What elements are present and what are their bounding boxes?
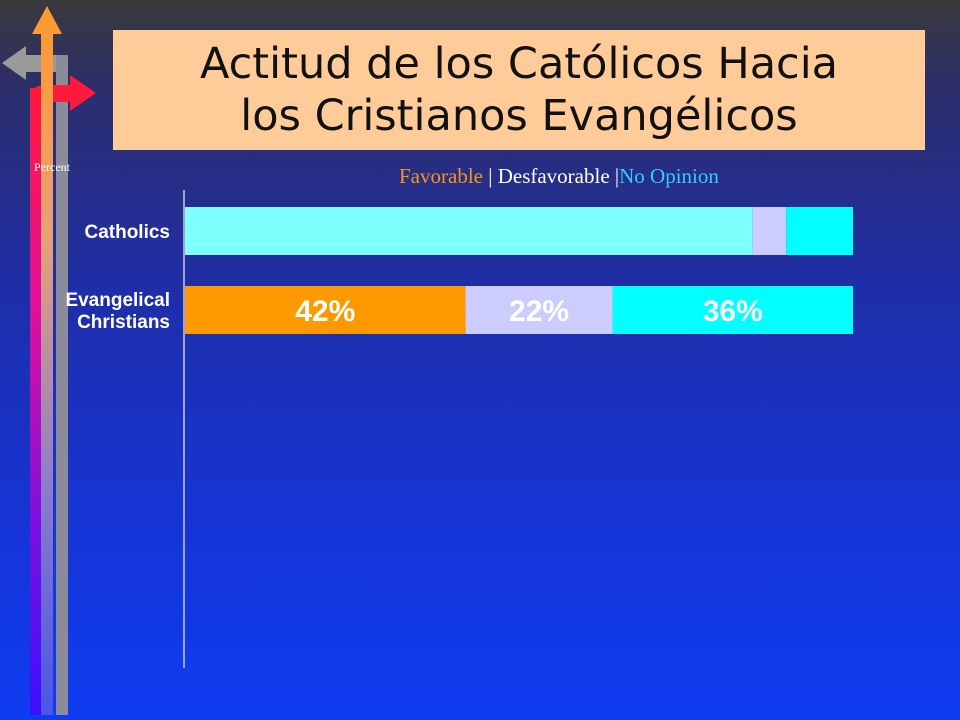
title-line-2: los Cristianos Evangélicos: [240, 91, 798, 141]
orange-arrow-icon: [32, 6, 62, 715]
data-label-1-1: 22%: [509, 295, 569, 328]
legend-desfavorable: Desfavorable: [497, 164, 610, 188]
legend-separator: |: [488, 164, 493, 188]
title-banner: Actitud de los Católicos Hacia los Crist…: [113, 30, 925, 150]
legend: Favorable | Desfavorable |No Opinion: [399, 164, 719, 189]
data-label-1-2: 36%: [703, 295, 763, 328]
legend-separator: |: [614, 164, 620, 188]
category-label-1-1: Christians: [77, 312, 170, 333]
title-line-1: Actitud de los Católicos Hacia: [199, 39, 838, 89]
bar-1-1: [465, 286, 613, 334]
legend-no-opinion: No Opinion: [619, 164, 719, 188]
data-label-1-0: 42%: [295, 295, 355, 328]
category-label-1-0: Evangelical: [65, 290, 170, 311]
bar-0-1: [752, 207, 787, 255]
bar-1-0: [185, 286, 466, 334]
bar-0-0: [185, 207, 753, 255]
category-label-0-0: Catholics: [84, 222, 170, 243]
bar-0-2: [786, 207, 853, 255]
percent-axis-note: Percent: [34, 160, 70, 174]
legend-favorable: Favorable: [399, 164, 483, 188]
bar-1-2: [612, 286, 853, 334]
